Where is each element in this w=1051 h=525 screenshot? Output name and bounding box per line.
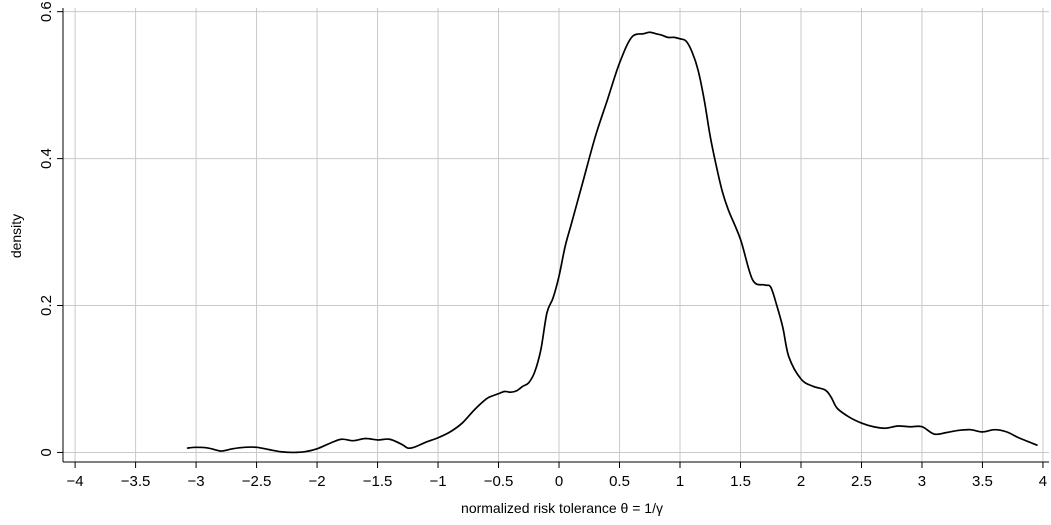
x-tick-label: 2: [797, 473, 805, 490]
x-tick-label: 3.5: [972, 473, 993, 490]
x-tick-label: −1.5: [363, 473, 393, 490]
x-axis-title: normalized risk tolerance θ = 1/γ: [461, 500, 663, 516]
x-tick-label: −0.5: [484, 473, 514, 490]
y-axis-title: density: [8, 214, 24, 258]
y-tick-label: 0.4: [38, 148, 55, 169]
axis-layer: −4 −3.5 −3 −2.5 −2 −1.5 −1 −0.5 0 0.5 1 1.5 2 2.5 3 3.5…: [38, 1, 1049, 490]
x-tick-label: 2.5: [851, 473, 872, 490]
y-tick-label: 0: [38, 448, 55, 456]
density-curve: [186, 31, 1038, 454]
x-tick-label: 0.5: [609, 473, 630, 490]
x-tick-label: 3: [918, 473, 926, 490]
grid-layer: [63, 8, 1049, 462]
x-tick-label: 0: [555, 473, 563, 490]
x-tick-label: −3.5: [121, 473, 151, 490]
x-tick-label: −1: [429, 473, 446, 490]
data-layer: [186, 31, 1038, 454]
x-tick-label: −2.5: [242, 473, 272, 490]
y-tick-label: 0.6: [38, 1, 55, 22]
x-tick-label: 1: [676, 473, 684, 490]
x-tick-label: −4: [67, 473, 84, 490]
y-tick-label: 0.2: [38, 295, 55, 316]
x-tick-label: −2: [309, 473, 326, 490]
x-tick-label: −3: [188, 473, 205, 490]
x-tick-label: 4: [1039, 473, 1047, 490]
x-tick-label: 1.5: [730, 473, 751, 490]
